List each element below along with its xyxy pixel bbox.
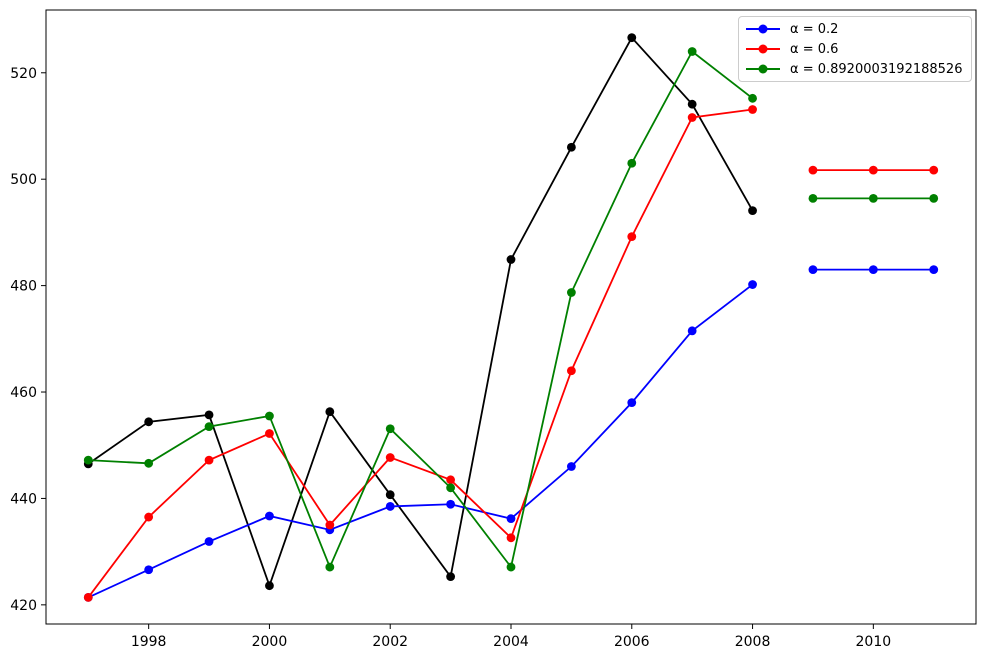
x-tick-label: 2002	[372, 634, 408, 650]
data-point-ses-alpha-0.2	[808, 265, 818, 275]
data-point-observed-data	[325, 407, 335, 417]
legend-label: α = 0.8920003192188526	[790, 61, 963, 77]
data-point-ses-alpha-0.2	[204, 537, 214, 546]
data-point-observed-data	[144, 417, 154, 427]
axes-spines	[45, 9, 977, 625]
data-point-ses-alpha-0.2	[868, 265, 878, 275]
series-line-ses-alpha-0.2	[87, 283, 754, 599]
data-point-ses-alpha-0.2	[627, 398, 637, 408]
data-point-observed-data	[446, 572, 456, 582]
data-point-ses-alpha-optimized	[808, 193, 818, 203]
data-point-ses-alpha-0.6	[566, 366, 576, 376]
x-tick-label: 1998	[131, 634, 167, 650]
data-point-ses-alpha-optimized	[325, 562, 335, 572]
data-point-observed-data	[687, 99, 697, 109]
data-point-ses-alpha-0.6	[748, 105, 757, 114]
x-tick-label: 2010	[856, 634, 892, 650]
data-point-ses-alpha-0.6	[83, 592, 93, 602]
data-point-ses-alpha-0.2	[385, 502, 395, 511]
x-tick-label: 2008	[735, 634, 771, 650]
legend-item-alpha-0.6: α = 0.6	[743, 39, 967, 59]
data-point-ses-alpha-0.2	[929, 265, 939, 275]
data-point-ses-alpha-0.6	[506, 533, 516, 543]
data-point-ses-alpha-0.6	[385, 453, 395, 462]
legend-line-sample-blue	[746, 24, 780, 34]
data-point-observed-data	[748, 206, 757, 215]
data-point-observed-data	[204, 410, 214, 420]
legend-label: α = 0.2	[790, 21, 839, 37]
x-tick-label: 2000	[252, 634, 288, 650]
x-tick-label: 2004	[493, 634, 529, 650]
data-point-ses-alpha-optimized	[204, 422, 214, 432]
data-point-observed-data	[566, 142, 576, 152]
y-tick-label: 480	[10, 279, 37, 295]
series-line-ses-alpha-optimized	[88, 50, 754, 570]
data-point-ses-alpha-0.6	[627, 232, 637, 242]
data-point-ses-alpha-optimized	[627, 158, 637, 168]
data-point-ses-alpha-0.6	[204, 455, 214, 465]
y-tick-label: 500	[10, 172, 37, 188]
data-point-observed-data	[385, 490, 395, 500]
data-point-ses-alpha-optimized	[929, 193, 939, 203]
series-line-ses-alpha-0.6	[87, 108, 753, 598]
data-point-ses-alpha-optimized	[144, 458, 154, 468]
data-point-ses-alpha-0.6	[929, 165, 939, 175]
data-point-ses-alpha-optimized	[385, 424, 395, 434]
data-point-ses-alpha-optimized	[868, 193, 878, 203]
data-point-ses-alpha-0.6	[446, 475, 456, 485]
data-point-ses-alpha-0.2	[506, 514, 516, 524]
y-tick-label: 520	[10, 66, 37, 82]
data-point-ses-alpha-0.6	[265, 429, 274, 438]
legend: α = 0.2 α = 0.6 α = 0.8920003192188526	[738, 16, 972, 82]
data-point-ses-alpha-0.6	[808, 165, 818, 175]
data-point-ses-alpha-0.2	[566, 462, 576, 471]
legend-item-alpha-0.2: α = 0.2	[743, 19, 967, 39]
data-point-ses-alpha-optimized	[83, 455, 93, 465]
data-point-observed-data	[506, 255, 516, 264]
data-point-ses-alpha-0.2	[265, 511, 274, 521]
legend-line-sample-green	[746, 64, 780, 74]
series-line-observed-data	[87, 36, 754, 589]
data-point-ses-alpha-0.2	[144, 565, 154, 575]
legend-line-sample-red	[746, 44, 780, 54]
data-point-ses-alpha-optimized	[506, 562, 516, 572]
data-point-ses-alpha-0.2	[446, 499, 456, 509]
data-point-ses-alpha-optimized	[687, 47, 697, 56]
legend-label: α = 0.6	[790, 41, 839, 57]
data-point-ses-alpha-optimized	[748, 93, 757, 103]
y-tick-label: 440	[10, 491, 37, 507]
y-tick-label: 460	[10, 385, 37, 401]
data-point-ses-alpha-0.6	[144, 512, 154, 522]
data-point-ses-alpha-0.2	[748, 280, 757, 289]
data-point-observed-data	[627, 33, 637, 43]
data-point-ses-alpha-0.6	[868, 165, 878, 175]
data-point-ses-alpha-optimized	[446, 483, 456, 493]
data-point-ses-alpha-0.6	[687, 113, 697, 122]
x-tick-label: 2006	[614, 634, 650, 650]
data-point-ses-alpha-optimized	[566, 288, 576, 297]
legend-item-alpha-optimized: α = 0.8920003192188526	[743, 59, 967, 79]
y-tick-label: 420	[10, 598, 37, 614]
data-point-ses-alpha-0.2	[687, 326, 697, 336]
data-point-observed-data	[265, 581, 274, 591]
data-point-ses-alpha-0.6	[325, 520, 335, 530]
data-point-ses-alpha-optimized	[265, 411, 274, 421]
